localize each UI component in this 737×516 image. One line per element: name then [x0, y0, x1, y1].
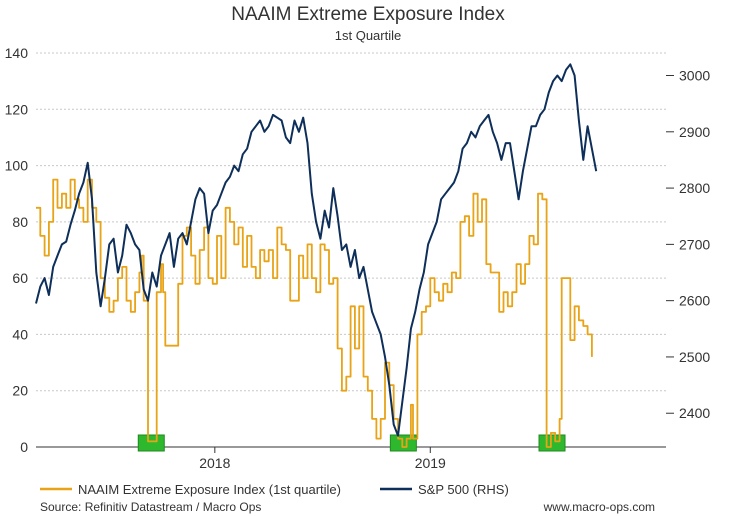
- left-tick-label-7: 140: [5, 45, 29, 61]
- right-tick-label-3: 2700: [679, 236, 710, 252]
- marker-trough-2017: [137, 434, 165, 452]
- left-tick-label-0: 0: [20, 439, 28, 455]
- series-lines: [35, 63, 598, 448]
- legend-label-sp500: S&P 500 (RHS): [418, 482, 509, 497]
- x-axis: 2018 2019: [36, 446, 666, 471]
- right-tick-label-5: 2900: [679, 124, 710, 140]
- right-tick-label-4: 2800: [679, 180, 710, 196]
- left-tick-label-2: 40: [12, 326, 28, 342]
- legend-label-naaim: NAAIM Extreme Exposure Index (1st quarti…: [78, 482, 341, 497]
- left-tick-label-3: 60: [12, 270, 28, 286]
- marker-trough-2019: [538, 434, 566, 452]
- right-tick-label-0: 2400: [679, 405, 710, 421]
- right-tick-label-1: 2500: [679, 349, 710, 365]
- left-y-axis: 0 20 40 60 80 100 120 140: [5, 45, 29, 455]
- website-note: www.macro-ops.com: [543, 500, 655, 514]
- left-tick-label-4: 80: [12, 214, 28, 230]
- x-tick-label-1: 2019: [415, 455, 446, 471]
- gridlines: [36, 52, 666, 448]
- right-tick-label-2: 2600: [679, 293, 710, 309]
- right-tick-label-6: 3000: [679, 68, 710, 84]
- series-line-naaim: [36, 178, 593, 448]
- right-y-axis: 2400 2500 2600 2700 2800 2900 3000: [666, 68, 710, 421]
- left-tick-label-1: 20: [12, 383, 28, 399]
- series-line-sp500: [35, 63, 598, 437]
- x-tick-label-0: 2018: [199, 455, 230, 471]
- chart-title: NAAIM Extreme Exposure Index: [231, 4, 505, 25]
- left-tick-label-5: 100: [5, 158, 29, 174]
- source-note: Source: Refinitiv Datastream / Macro Ops: [40, 500, 261, 514]
- left-tick-label-6: 120: [5, 101, 29, 117]
- highlight-markers: [137, 434, 566, 452]
- legend: NAAIM Extreme Exposure Index (1st quarti…: [40, 482, 509, 497]
- chart-subtitle: 1st Quartile: [335, 28, 401, 43]
